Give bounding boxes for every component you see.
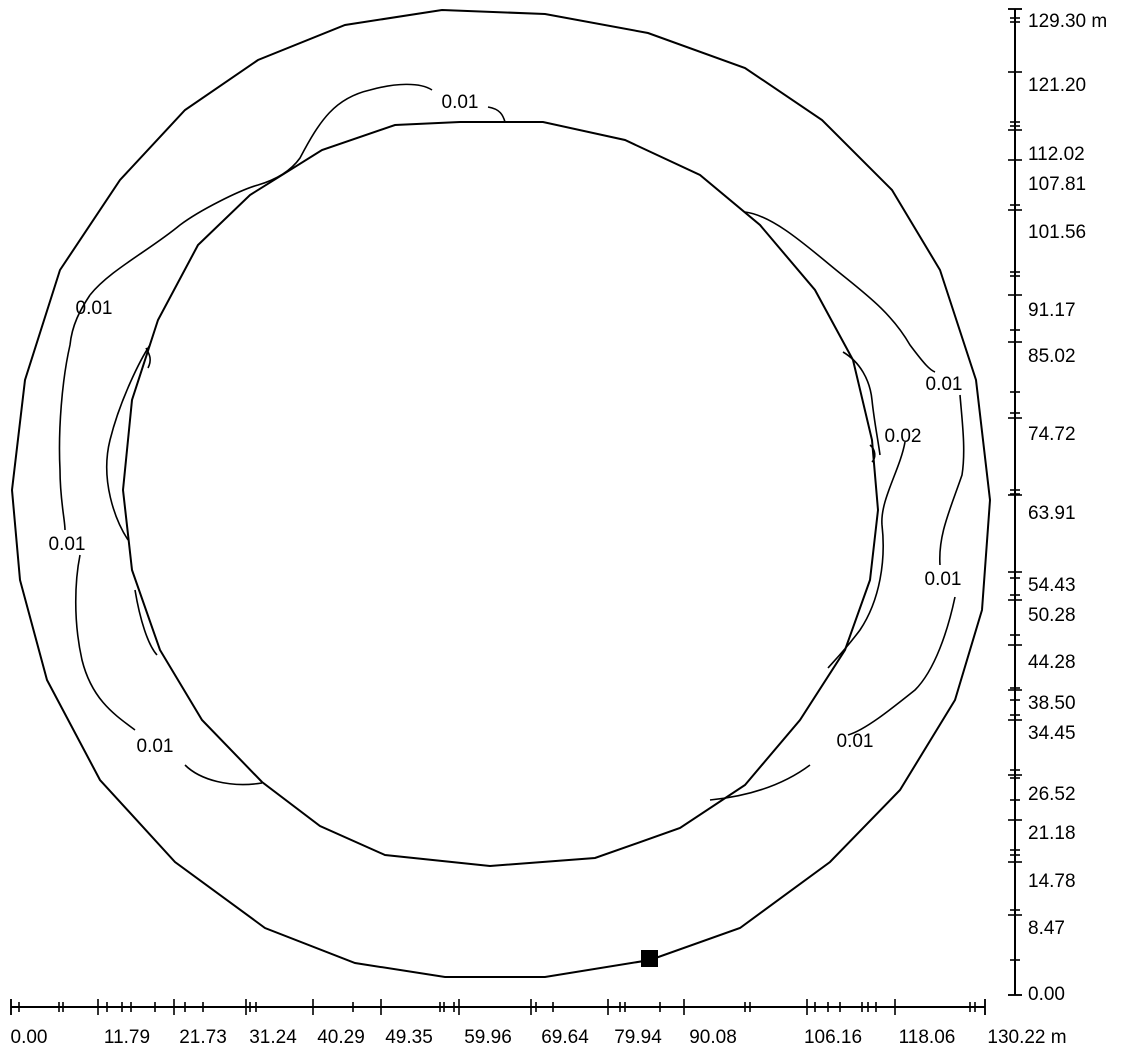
x-axis-major-ticks [10,999,986,1015]
y-axis: 129.30 m 121.20 112.02 107.81 101.56 91.17 85.… [1008,8,1107,1005]
contour-line-top [89,83,506,296]
x-axis-tick-labels: 0.00 11.79 21.73 31.24 40.29 49.35 59.96 69.64 7… [11,1027,1067,1048]
x-axis-tick-label: 49.35 [385,1027,433,1048]
contour-line-right-small [869,444,876,463]
y-axis-tick-label: 26.52 [1028,784,1076,805]
y-axis-tick-label: 0.00 [1028,984,1065,1005]
outer-boundary [10,8,992,978]
contour-label-upper-right: 0.01 [926,374,963,395]
contour-label-top: 0.01 [442,92,479,113]
y-axis-tick-label: 91.17 [1028,300,1076,321]
contour-line-left-tick [145,347,151,369]
x-axis-tick-label: 69.64 [541,1027,589,1048]
x-axis-tick-label: 130.22 m [987,1027,1066,1048]
y-axis-tick-label: 50.28 [1028,605,1076,626]
y-axis-tick-label: 107.81 [1028,174,1086,195]
y-axis-tick-label: 14.78 [1028,871,1076,892]
x-axis-tick-label: 31.24 [249,1027,297,1048]
y-axis-tick-label: 8.47 [1028,918,1065,939]
y-axis-tick-label: 21.18 [1028,823,1076,844]
x-axis-tick-label: 59.96 [464,1027,512,1048]
y-axis-minor-ticks [1010,17,1020,961]
contour-label-lower-right: 0.01 [837,731,874,752]
y-axis-tick-label: 63.91 [1028,503,1076,524]
contour-line-left-lower [74,554,263,786]
x-axis-tick-label: 118.06 [899,1027,956,1048]
source-marker [641,950,658,967]
y-axis-tick-label: 121.20 [1028,75,1086,96]
x-axis-tick-label: 11.79 [104,1027,150,1048]
x-axis-tick-label: 21.73 [179,1027,227,1048]
x-axis: 0.00 11.79 21.73 31.24 40.29 49.35 59.96 69.64 7… [10,999,1067,1048]
y-axis-tick-label: 74.72 [1028,424,1076,445]
y-axis-tick-label: 101.56 [1028,222,1086,243]
contour-label-left: 0.01 [49,534,86,555]
contour-line-right [709,211,965,801]
x-axis-minor-ticks [18,1002,976,1012]
y-axis-tick-label: 129.30 m [1028,11,1107,32]
y-axis-tick-labels: 129.30 m 121.20 112.02 107.81 101.56 91.17 85.… [1028,11,1107,1005]
y-axis-tick-label: 85.02 [1028,346,1076,367]
x-axis-tick-label: 0.00 [11,1027,48,1048]
y-axis-tick-label: 54.43 [1028,575,1076,596]
contour-label-inner-right: 0.02 [885,426,922,447]
y-axis-tick-label: 34.45 [1028,723,1076,744]
contour-line-left-lobe [106,344,151,541]
contour-label-lower-left: 0.01 [137,736,174,757]
x-axis-tick-label: 40.29 [317,1027,365,1048]
contour-line-left-small [134,589,158,656]
y-axis-major-ticks [1008,8,1022,996]
contour-label-right: 0.01 [925,569,962,590]
y-axis-tick-label: 44.28 [1028,652,1076,673]
y-axis-tick-label: 112.02 [1028,144,1085,165]
x-axis-tick-label: 79.94 [614,1027,662,1048]
inner-boundary [121,121,880,868]
y-axis-tick-label: 38.50 [1028,693,1076,714]
contour-label-upper-left: 0.01 [76,298,113,319]
x-axis-tick-label: 106.16 [804,1027,862,1048]
contour-line-right-inner [827,351,906,669]
contour-line-left [58,294,91,531]
x-axis-tick-label: 90.08 [689,1027,737,1048]
